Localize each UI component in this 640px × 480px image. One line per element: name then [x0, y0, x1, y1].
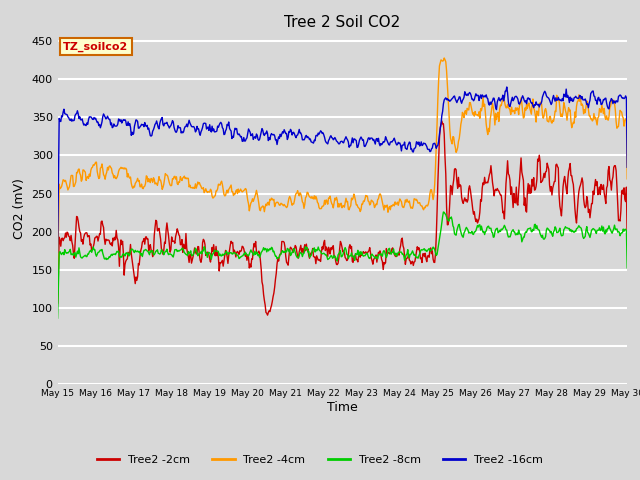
X-axis label: Time: Time [327, 401, 358, 414]
Tree2 -16cm [412, 144, 419, 150]
Tree2 -4cm [623, 176, 631, 182]
Tree2 -8cm [428, 246, 436, 252]
Tree2 -2cm [413, 249, 420, 254]
Line: Tree2 -4cm: Tree2 -4cm [58, 58, 627, 281]
Tree2 -8cm [123, 250, 131, 256]
Tree2 -2cm [429, 256, 437, 262]
Tree2 -8cm [623, 265, 631, 271]
Tree2 -2cm [438, 118, 445, 124]
Tree2 -16cm [123, 122, 131, 128]
Tree2 -2cm [623, 239, 631, 244]
Tree2 -8cm [440, 209, 447, 215]
Tree2 -4cm [211, 193, 218, 199]
Y-axis label: CO2 (mV): CO2 (mV) [13, 179, 26, 239]
Tree2 -8cm [211, 247, 218, 253]
Tree2 -8cm [64, 250, 72, 256]
Tree2 -4cm [412, 197, 419, 203]
Tree2 -2cm [54, 300, 61, 306]
Tree2 -2cm [211, 250, 218, 255]
Tree2 -16cm [428, 145, 436, 151]
Line: Tree2 -8cm: Tree2 -8cm [58, 212, 627, 318]
Text: TZ_soilco2: TZ_soilco2 [63, 41, 129, 52]
Tree2 -2cm [123, 257, 131, 263]
Tree2 -2cm [64, 230, 72, 236]
Legend: Tree2 -2cm, Tree2 -4cm, Tree2 -8cm, Tree2 -16cm: Tree2 -2cm, Tree2 -4cm, Tree2 -8cm, Tree… [93, 451, 547, 469]
Tree2 -8cm [180, 250, 188, 255]
Tree2 -8cm [54, 315, 61, 321]
Line: Tree2 -2cm: Tree2 -2cm [58, 121, 627, 315]
Tree2 -16cm [623, 164, 631, 170]
Tree2 -8cm [412, 253, 419, 259]
Tree2 -4cm [428, 192, 436, 197]
Tree2 -16cm [54, 249, 61, 255]
Tree2 -4cm [54, 278, 61, 284]
Tree2 -16cm [180, 125, 188, 131]
Tree2 -2cm [180, 244, 188, 250]
Line: Tree2 -16cm: Tree2 -16cm [58, 87, 627, 252]
Tree2 -16cm [64, 114, 72, 120]
Tree2 -16cm [503, 84, 511, 90]
Tree2 -2cm [264, 312, 271, 318]
Tree2 -16cm [211, 129, 218, 135]
Tree2 -4cm [440, 55, 448, 61]
Tree2 -4cm [64, 187, 72, 193]
Title: Tree 2 Soil CO2: Tree 2 Soil CO2 [284, 15, 401, 30]
Tree2 -4cm [180, 173, 188, 179]
Tree2 -4cm [123, 167, 131, 172]
